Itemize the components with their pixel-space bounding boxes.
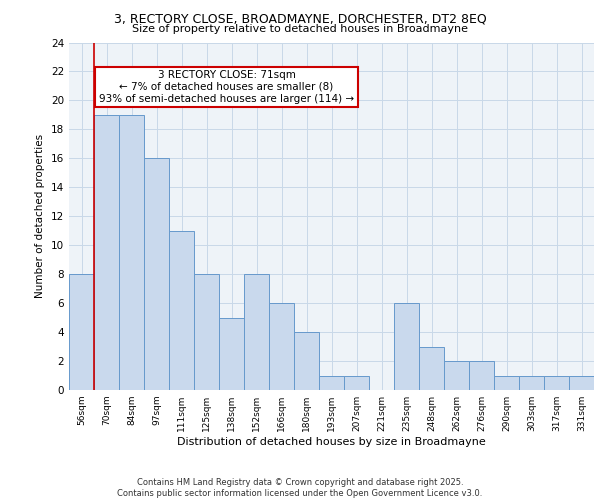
Bar [119,115,144,390]
Bar [419,346,444,390]
Text: Size of property relative to detached houses in Broadmayne: Size of property relative to detached ho… [132,24,468,34]
Bar [269,303,294,390]
Text: 3 RECTORY CLOSE: 71sqm
← 7% of detached houses are smaller (8)
93% of semi-detac: 3 RECTORY CLOSE: 71sqm ← 7% of detached … [99,70,354,104]
Bar [319,376,344,390]
Bar [494,376,519,390]
Bar [469,361,494,390]
Bar [194,274,219,390]
Bar [394,303,419,390]
Bar [144,158,169,390]
Bar [569,376,594,390]
Bar [519,376,544,390]
X-axis label: Distribution of detached houses by size in Broadmayne: Distribution of detached houses by size … [177,437,486,447]
Bar [544,376,569,390]
Bar [244,274,269,390]
Bar [169,230,194,390]
Bar [219,318,244,390]
Y-axis label: Number of detached properties: Number of detached properties [35,134,46,298]
Bar [444,361,469,390]
Bar [344,376,369,390]
Bar [294,332,319,390]
Text: Contains HM Land Registry data © Crown copyright and database right 2025.
Contai: Contains HM Land Registry data © Crown c… [118,478,482,498]
Text: 3, RECTORY CLOSE, BROADMAYNE, DORCHESTER, DT2 8EQ: 3, RECTORY CLOSE, BROADMAYNE, DORCHESTER… [113,12,487,26]
Bar [94,115,119,390]
Bar [69,274,94,390]
